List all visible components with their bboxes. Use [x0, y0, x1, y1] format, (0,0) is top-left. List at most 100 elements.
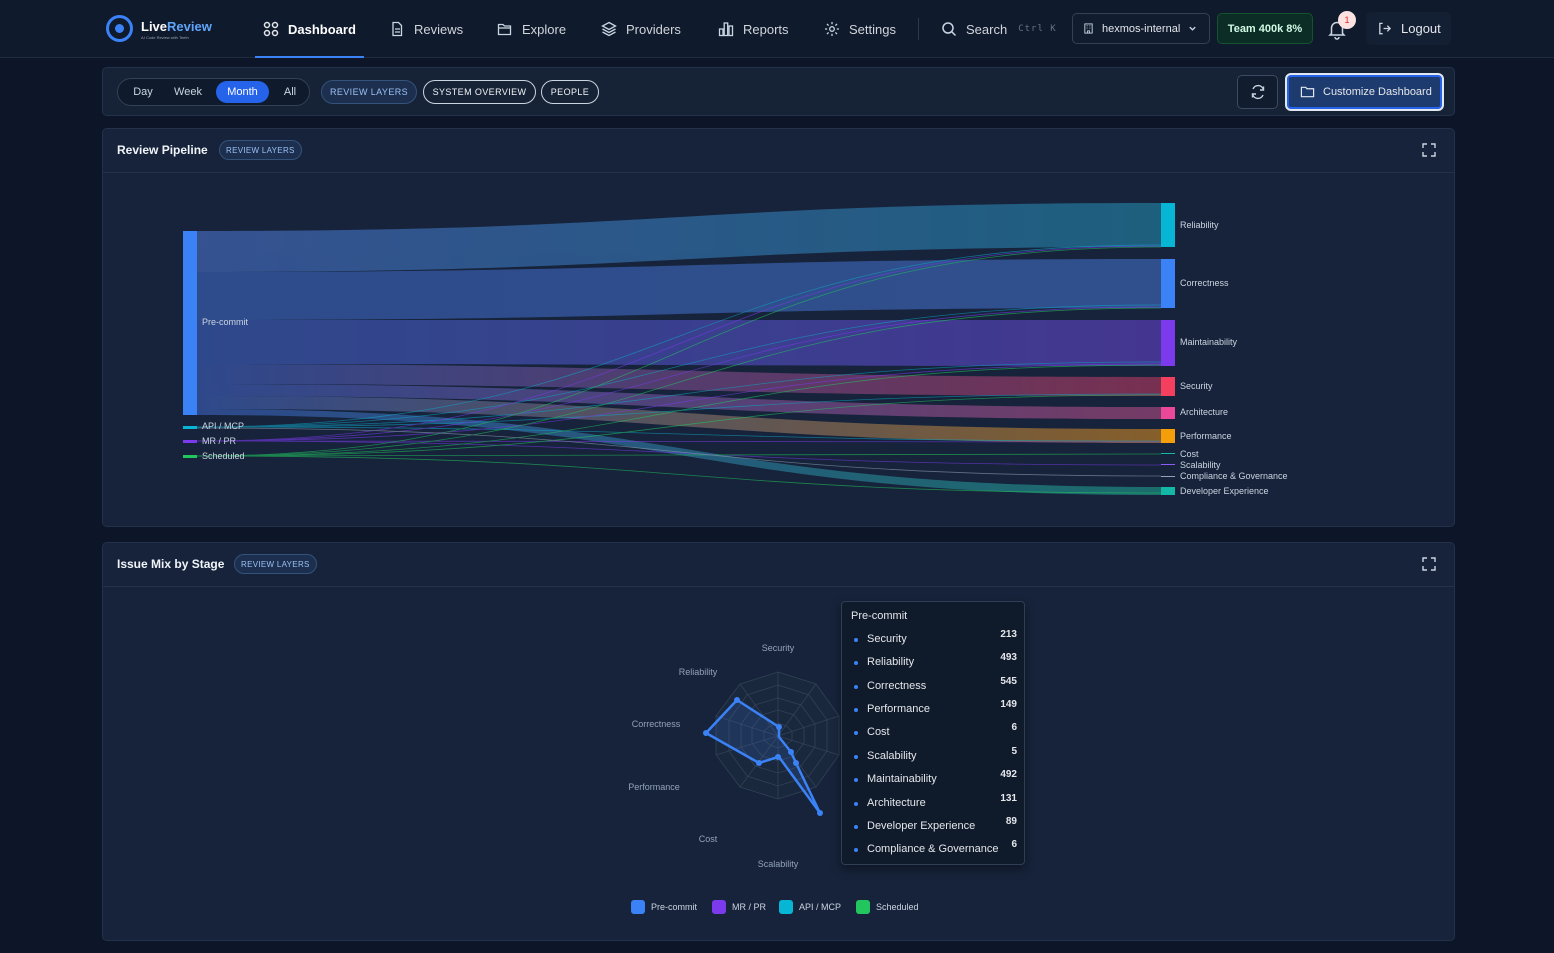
org-name: hexmos-internal	[1102, 22, 1181, 35]
panel-title: Review Pipeline	[117, 143, 208, 157]
legend-api-mcp[interactable]: API / MCP	[779, 899, 841, 915]
search-label: Search	[966, 21, 1008, 37]
nav-explore-label: Explore	[522, 21, 567, 37]
tooltip-row: Developer Experience 89	[851, 816, 1017, 834]
nav-dashboard-label: Dashboard	[288, 21, 356, 37]
sankey-label-maintainability: Maintainability	[1180, 337, 1238, 347]
logout-icon	[1379, 22, 1392, 35]
legend-mr-pr[interactable]: MR / PR	[712, 899, 766, 915]
tooltip-row: Cost 6	[851, 722, 1017, 740]
sankey-label-devexp: Developer Experience	[1180, 486, 1269, 496]
sankey-label-correctness: Correctness	[1180, 278, 1229, 288]
refresh-icon	[1251, 84, 1264, 100]
nav-dashboard[interactable]: Dashboard	[255, 0, 364, 58]
series-dot-icon	[854, 708, 858, 712]
tooltip-row: Maintainability 492	[851, 769, 1017, 787]
nav-reviews[interactable]: Reviews	[389, 0, 463, 58]
tooltip-row: Security 213	[851, 629, 1017, 647]
sankey-label-performance: Performance	[1180, 431, 1232, 441]
legend-scheduled[interactable]: Scheduled	[856, 899, 919, 915]
tooltip-title: Pre-commit	[851, 610, 908, 622]
tooltip-row: Compliance & Governance 6	[851, 839, 1017, 857]
series-dot-icon	[854, 755, 858, 759]
series-dot-icon	[854, 731, 858, 735]
legend-precommit[interactable]: Pre-commit	[631, 899, 697, 915]
legend-swatch	[631, 900, 645, 914]
sankey-label-scalability: Scalability	[1180, 460, 1221, 470]
legend-swatch	[856, 900, 870, 914]
customize-dashboard-button[interactable]: Customize Dashboard	[1285, 73, 1444, 111]
tooltip-row: Architecture 131	[851, 793, 1017, 811]
building-icon	[1084, 23, 1093, 34]
customize-dashboard-label: Customize Dashboard	[1323, 86, 1432, 98]
view-system-overview[interactable]: SYSTEM OVERVIEW	[423, 80, 536, 104]
folder-icon	[1300, 86, 1315, 98]
sankey-label-cost: Cost	[1180, 449, 1199, 459]
nav-settings-label: Settings	[849, 21, 896, 37]
panel-header: Issue Mix by Stage REVIEW LAYERS	[103, 543, 1454, 587]
nav-reports-label: Reports	[743, 21, 789, 37]
series-dot-icon	[854, 802, 858, 806]
series-dot-icon	[854, 685, 858, 689]
sankey-label-reliability: Reliability	[1180, 220, 1219, 230]
range-month[interactable]: Month	[216, 81, 269, 103]
org-select[interactable]: hexmos-internal	[1072, 13, 1210, 44]
expand-icon[interactable]	[1422, 143, 1436, 157]
series-dot-icon	[854, 848, 858, 852]
folder-open-icon	[497, 23, 512, 36]
range-all[interactable]: All	[283, 86, 297, 98]
series-dot-icon	[854, 638, 858, 642]
expand-icon[interactable]	[1422, 557, 1436, 571]
nav-reports[interactable]: Reports	[718, 0, 789, 58]
panel-title: Issue Mix by Stage	[117, 557, 225, 571]
gear-icon	[825, 22, 839, 36]
nav-explore[interactable]: Explore	[497, 0, 566, 58]
nav-settings[interactable]: Settings	[824, 0, 896, 58]
top-navbar: LiveReview AI Code Review with Teeth Das…	[0, 0, 1554, 58]
layers-icon	[601, 21, 617, 37]
series-dot-icon	[854, 778, 858, 782]
dashboard-icon	[263, 21, 279, 37]
sankey-label-security: Security	[1180, 381, 1213, 391]
range-day[interactable]: Day	[133, 86, 153, 98]
time-range-selector: Day Week Month All	[117, 78, 310, 106]
review-pipeline-panel: Review Pipeline REVIEW LAYERS	[102, 128, 1455, 527]
search-icon	[942, 22, 957, 37]
sankey-label-compliance: Compliance & Governance	[1180, 471, 1288, 481]
radar-tooltip: Pre-commit Security 213 Reliability 493 Co…	[841, 601, 1025, 865]
app-tagline: AI Code Review with Teeth	[141, 35, 189, 40]
app-name: LiveReview	[141, 19, 212, 34]
panel-tag: REVIEW LAYERS	[219, 140, 302, 160]
sankey-label-scheduled: Scheduled	[202, 451, 245, 461]
logout-label: Logout	[1401, 21, 1441, 36]
logout-button[interactable]: Logout	[1366, 12, 1451, 45]
nav-providers[interactable]: Providers	[601, 0, 681, 58]
dashboard-toolbar: Day Week Month All REVIEW LAYERS SYSTEM …	[102, 67, 1455, 116]
panel-tag: REVIEW LAYERS	[234, 554, 317, 574]
range-week[interactable]: Week	[174, 86, 202, 98]
tooltip-row: Correctness 545	[851, 676, 1017, 694]
nav-divider	[918, 18, 919, 40]
sankey-label-precommit: Pre-commit	[202, 317, 249, 327]
app-logo[interactable]: LiveReview AI Code Review with Teeth	[106, 14, 236, 44]
sankey-label-api-mcp: API / MCP	[202, 421, 245, 431]
series-dot-icon	[854, 661, 858, 665]
view-people[interactable]: PEOPLE	[541, 80, 599, 104]
chevron-down-icon	[1189, 26, 1196, 31]
legend-swatch	[712, 900, 726, 914]
tooltip-row: Reliability 493	[851, 652, 1017, 670]
logo-icon	[106, 15, 133, 42]
refresh-button[interactable]	[1237, 75, 1278, 109]
panel-header: Review Pipeline REVIEW LAYERS	[103, 129, 1454, 173]
notification-count: 1	[1338, 11, 1356, 29]
search-button[interactable]: Search Ctrl K	[941, 0, 1057, 58]
bar-chart-icon	[718, 22, 734, 37]
team-usage-badge[interactable]: Team 400k 8%	[1217, 13, 1313, 44]
view-review-layers[interactable]: REVIEW LAYERS	[321, 80, 417, 104]
nav-providers-label: Providers	[626, 21, 681, 37]
document-icon	[392, 21, 403, 37]
nav-reviews-label: Reviews	[414, 21, 464, 37]
tooltip-row: Performance 149	[851, 699, 1017, 717]
sankey-label-architecture: Architecture	[1180, 407, 1229, 417]
sankey-label-mr-pr: MR / PR	[202, 436, 237, 446]
